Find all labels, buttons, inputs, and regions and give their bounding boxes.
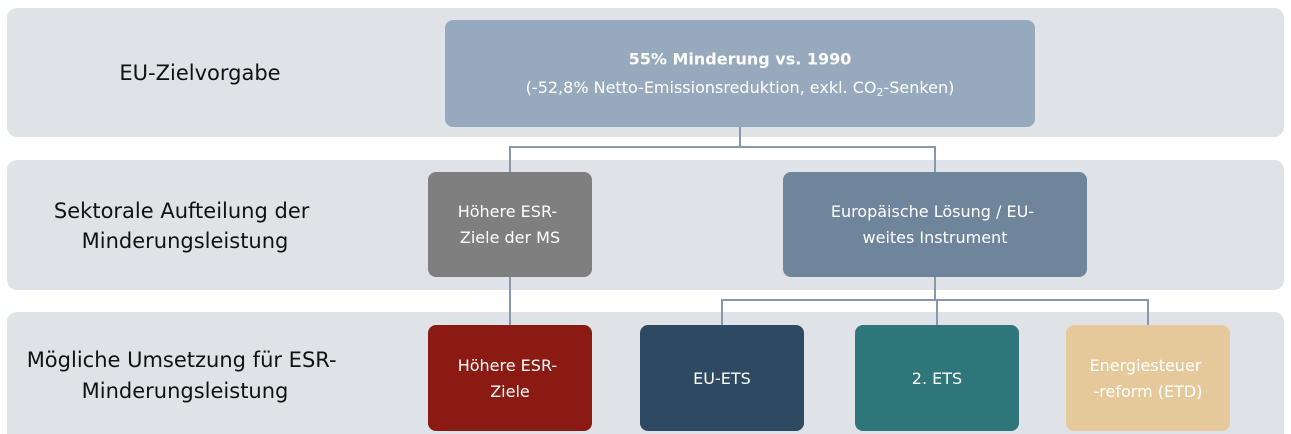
option-text: 2. ETS [912, 369, 962, 388]
option-text: Energiesteuer -reform (ETD) [1090, 356, 1207, 401]
split-box [783, 172, 1087, 277]
split-box [428, 172, 592, 277]
target-box [445, 20, 1035, 127]
connector [509, 127, 936, 172]
target-note: (-52,8% Netto-Emissionsreduktion, exkl. … [526, 78, 955, 100]
split-text: Europäische Lösung / EU- weites Instrume… [831, 202, 1039, 247]
target-title: 55% Minderung vs. 1990 [629, 50, 852, 69]
option-box [855, 325, 1019, 431]
option-text: Höhere ESR- Ziele [458, 356, 563, 401]
split-text: Höhere ESR- Ziele der MS [458, 202, 563, 247]
row-label: Mögliche Umsetzung für ESR- Minderungsle… [27, 348, 344, 403]
connector [721, 277, 1149, 325]
row-label: Sektorale Aufteilung der Minderungsleist… [54, 199, 316, 253]
option-text: EU-ETS [693, 369, 751, 388]
row-band [7, 160, 1284, 290]
option-box [1066, 325, 1230, 431]
option-box [640, 325, 804, 431]
option-box [428, 325, 592, 431]
row-label: EU-Zielvorgabe [119, 61, 280, 85]
